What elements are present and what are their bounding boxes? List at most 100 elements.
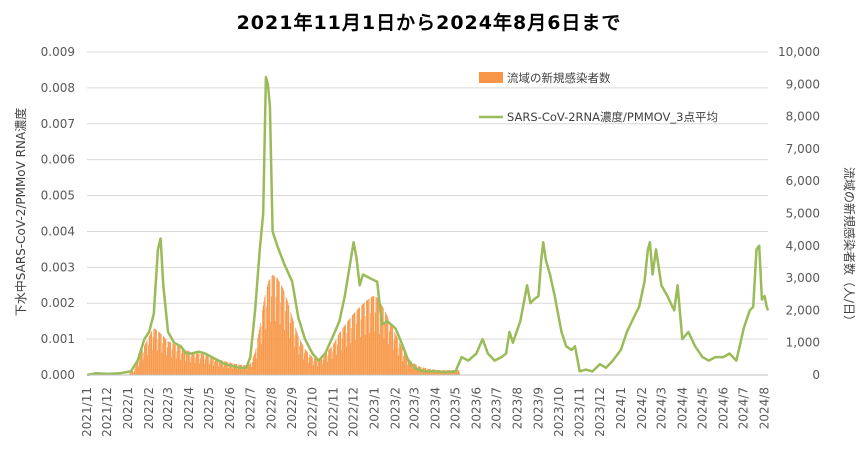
bar [374,331,375,375]
bar [300,341,302,375]
bar [291,316,293,375]
bar [197,353,199,375]
bar [388,344,390,375]
bar [349,318,350,375]
bar [156,329,157,375]
bar [288,305,290,375]
bar [226,361,228,375]
bar [154,328,155,375]
bar [193,352,195,375]
bar [143,352,145,375]
bar [198,353,200,375]
bar [264,297,265,375]
x-tick-label: 2022/4 [182,387,196,429]
bar [137,361,138,375]
bar [267,284,269,375]
bar [142,360,144,375]
bar [299,340,301,375]
bar [233,365,234,375]
bar [170,342,172,375]
bar [140,352,142,375]
bar [190,356,192,375]
left-tick-label: 0.007 [41,117,75,131]
bar [139,354,141,375]
bar [457,370,458,375]
bar [214,358,216,375]
bar [227,367,229,375]
bar [283,289,284,375]
bar [264,294,266,375]
x-tick-label: 2023/6 [469,387,483,429]
bar [359,307,361,375]
bar [257,337,259,375]
bar [210,356,211,375]
bar [189,351,190,375]
x-tick-label: 2024/4 [675,387,689,429]
right-tick-label: 0 [812,368,820,382]
bar [202,354,203,375]
bar [237,369,238,375]
bar [417,367,419,375]
bar [371,296,373,375]
x-tick-label: 2023/3 [407,387,421,429]
bar [208,364,210,375]
bar [301,343,303,375]
bar [191,352,192,375]
bar [193,352,194,375]
bar [167,341,169,375]
bar [343,326,345,375]
bar [260,343,262,375]
bar [243,365,245,375]
x-tick-label: 2022/8 [264,387,278,429]
bar [276,278,278,375]
bar [390,323,392,375]
bar [207,355,209,375]
bar [204,359,206,375]
bar [270,296,272,375]
bar [305,349,307,375]
bar [171,349,173,375]
bar [455,371,456,375]
bar [449,372,451,375]
bar [279,324,281,375]
bar [397,355,399,375]
bar [360,319,362,375]
bar [373,296,375,375]
bar [155,329,157,375]
bar [209,360,211,375]
right-tick-label: 10,000 [778,45,820,59]
bar [219,359,221,375]
bar [281,285,282,375]
bar [162,336,164,375]
right-tick-label: 9,000 [786,77,820,91]
bar [185,355,187,375]
legend-swatch-bar [479,72,503,83]
bar [213,365,215,375]
x-tick-label: 2022/11 [326,387,340,437]
bar [250,362,252,375]
bar [218,366,219,375]
bar [330,346,332,375]
bar [206,355,208,375]
bar [341,350,342,375]
gridlines [87,51,768,376]
bar [342,328,344,375]
bar [157,339,159,375]
x-tick-label: 2024/7 [737,387,751,429]
bar [401,348,403,375]
bar [159,332,161,375]
bar [260,322,261,375]
bar [129,372,131,375]
bar [366,300,367,375]
bar [235,363,236,375]
x-tick-label: 2022/1 [121,387,135,429]
bar [130,372,132,375]
bar [252,357,254,375]
bar [378,299,379,375]
bar [316,358,318,375]
bar [247,364,249,375]
bar [410,361,412,375]
right-tick-label: 3,000 [786,271,820,285]
bar [389,321,391,375]
bar [254,354,255,375]
